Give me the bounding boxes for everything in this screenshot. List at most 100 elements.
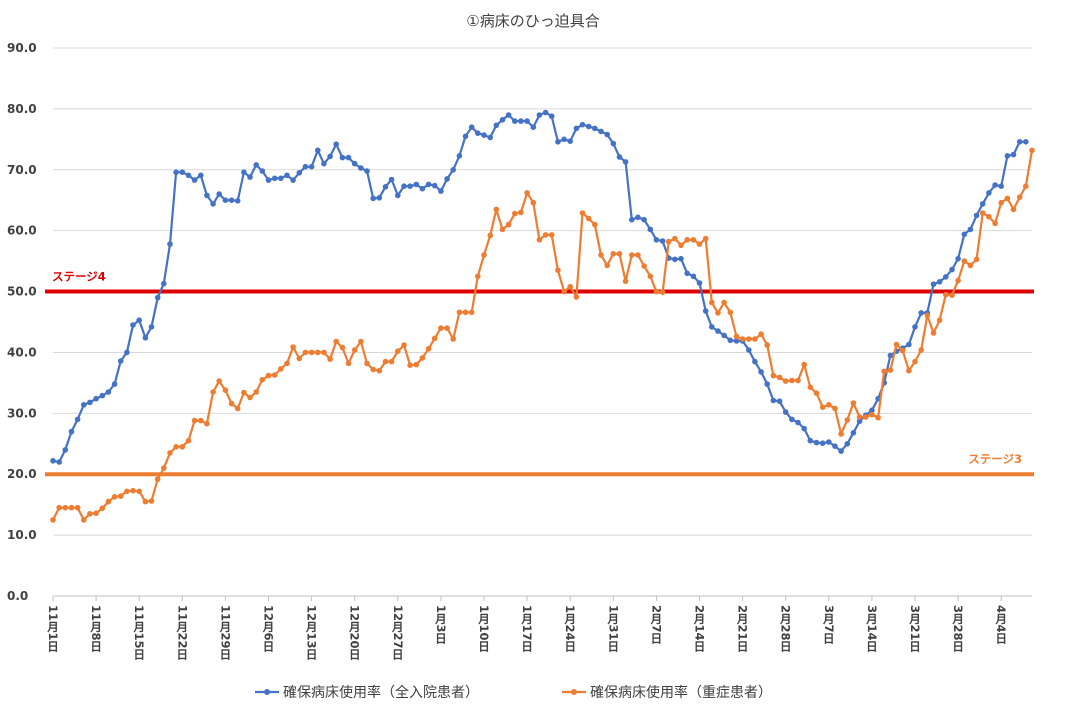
data-point	[204, 192, 210, 199]
data-point	[973, 212, 980, 219]
data-point	[321, 160, 327, 167]
data-point	[62, 504, 69, 511]
data-point	[462, 309, 469, 316]
data-point	[813, 439, 820, 446]
x-tick-label: 2月28日	[779, 605, 793, 653]
data-point	[388, 176, 395, 183]
data-point	[228, 197, 235, 203]
data-point	[438, 325, 444, 331]
data-point	[191, 417, 198, 424]
data-point	[598, 128, 604, 135]
data-point	[512, 118, 518, 124]
data-point	[345, 360, 352, 367]
x-tick-text: 2月14日	[693, 605, 707, 653]
data-point	[173, 444, 179, 450]
data-point	[117, 493, 124, 499]
data-point	[1016, 139, 1023, 145]
data-point	[819, 404, 826, 411]
x-tick-text: 1月17日	[520, 605, 534, 653]
data-point	[832, 405, 838, 412]
data-point	[659, 238, 666, 244]
data-point	[598, 252, 604, 258]
data-point	[709, 299, 715, 306]
data-point	[370, 366, 377, 373]
x-tick-label: 3月28日	[951, 605, 965, 653]
data-point	[351, 347, 358, 353]
data-point	[271, 175, 278, 182]
y-tick-label: 50.0	[7, 285, 37, 299]
x-tick-label: 3月14日	[865, 605, 879, 653]
data-point	[579, 121, 586, 128]
data-point	[585, 123, 592, 130]
data-point	[912, 358, 918, 365]
data-point	[899, 347, 906, 354]
data-point	[204, 420, 210, 427]
data-point	[610, 140, 617, 147]
data-point	[142, 498, 149, 505]
data-point	[154, 294, 161, 301]
data-point	[986, 213, 992, 220]
data-point	[315, 147, 321, 154]
data-point	[419, 185, 426, 192]
data-point	[99, 505, 106, 512]
data-point	[210, 389, 216, 395]
data-point	[450, 336, 457, 342]
x-axis: 11月1日 11月8日 11月15日 11月22日 11月29日 12月6日 12月13日 1…	[46, 596, 1008, 661]
data-point	[499, 117, 506, 123]
data-point	[702, 308, 709, 314]
data-point	[401, 183, 407, 189]
data-point	[930, 330, 937, 336]
data-point	[339, 154, 346, 161]
x-tick-label: 12月6日	[262, 605, 276, 653]
data-point	[468, 124, 475, 130]
data-point	[358, 165, 364, 171]
data-point	[647, 226, 654, 233]
data-point	[456, 153, 463, 159]
data-point	[943, 274, 949, 280]
data-point	[407, 183, 413, 189]
data-point	[567, 283, 573, 290]
reference-lines: ステージ4 ステージ3	[45, 270, 1034, 477]
data-point	[302, 349, 309, 356]
data-point	[746, 336, 752, 342]
data-point	[690, 273, 697, 280]
data-point	[370, 195, 377, 202]
data-point	[450, 167, 457, 173]
data-point	[782, 378, 789, 384]
data-point	[524, 190, 530, 196]
legend-label: 確保病床使用率（全入院患者）	[283, 684, 479, 701]
data-point	[364, 168, 370, 174]
data-point	[284, 172, 290, 179]
data-point	[351, 160, 358, 167]
data-point	[530, 124, 537, 130]
data-point	[173, 169, 179, 175]
data-point	[425, 181, 432, 188]
data-point	[321, 349, 327, 356]
data-point	[961, 258, 968, 264]
x-tick-label: 2月21日	[736, 605, 750, 653]
gridlines	[53, 47, 1032, 597]
data-point	[185, 172, 192, 179]
data-point	[733, 333, 740, 340]
data-point	[210, 201, 216, 207]
data-point	[481, 252, 487, 258]
y-tick-label: 60.0	[7, 224, 37, 238]
data-point	[979, 210, 986, 216]
data-point	[1004, 153, 1011, 159]
data-point	[979, 201, 986, 207]
data-point	[364, 360, 370, 367]
x-tick-label: 2月14日	[693, 605, 707, 653]
data-point	[973, 256, 980, 263]
data-point	[265, 372, 272, 379]
data-point	[844, 417, 851, 423]
data-point	[678, 255, 684, 262]
data-point	[278, 366, 284, 372]
data-point	[296, 170, 303, 176]
data-point	[635, 214, 641, 221]
data-point	[746, 347, 752, 353]
data-point	[296, 355, 303, 362]
data-point	[573, 125, 580, 132]
data-point	[376, 195, 383, 201]
data-point	[838, 448, 844, 454]
